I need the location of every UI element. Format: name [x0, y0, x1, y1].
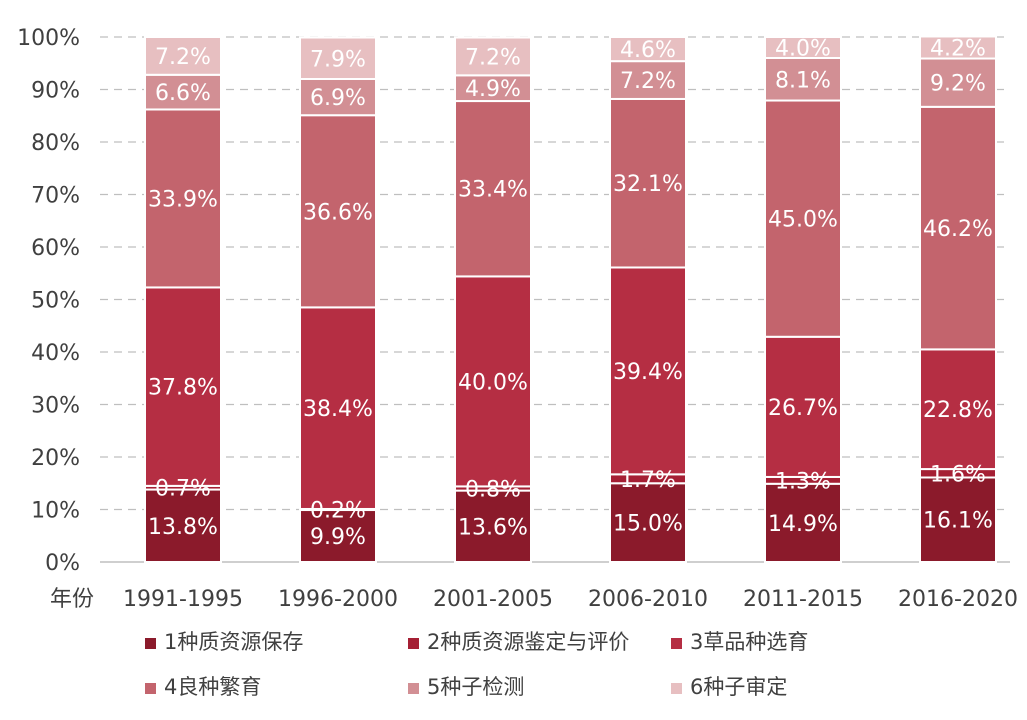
- data-label: 33.9%: [148, 187, 218, 212]
- data-label: 22.8%: [923, 398, 993, 423]
- data-label: 4.6%: [620, 38, 676, 63]
- y-tick-label: 70%: [31, 184, 80, 209]
- data-label: 40.0%: [458, 370, 528, 395]
- bar-segment: [609, 36, 687, 63]
- x-tick-label: 1991-1995: [123, 587, 243, 612]
- bar-segment: [454, 489, 532, 564]
- data-label: 7.9%: [310, 47, 366, 72]
- legend-swatch: [408, 683, 419, 694]
- data-label: 46.2%: [923, 217, 993, 242]
- y-tick-label: 40%: [31, 341, 80, 366]
- legend-label: 6种子审定: [690, 675, 787, 699]
- data-label: 7.2%: [465, 45, 521, 70]
- x-axis-ticks: 年份 1991-1995 1996-2000 2001-2005 2006-2010 2…: [50, 587, 1018, 612]
- y-tick-label: 80%: [31, 131, 80, 156]
- data-label: 39.4%: [613, 360, 683, 385]
- legend: 1种质资源保存 2种质资源鉴定与评价 3草品种选育 4良种繁育 5种子检测 6种子审定: [145, 630, 808, 699]
- bar-segment: [919, 348, 997, 471]
- data-label: 13.8%: [148, 515, 218, 540]
- x-tick-label: 2006-2010: [588, 587, 708, 612]
- y-tick-label: 0%: [45, 551, 80, 576]
- data-label: 1.6%: [930, 462, 986, 487]
- bar-segment: [919, 57, 997, 108]
- bar-segment: [919, 476, 997, 564]
- y-tick-label: 100%: [17, 26, 80, 51]
- legend-label: 5种子检测: [427, 675, 524, 699]
- x-tick-label: 1996-2000: [278, 587, 398, 612]
- data-label: 15.0%: [613, 512, 683, 537]
- data-label: 0.2%: [310, 499, 366, 524]
- y-tick-label: 30%: [31, 394, 80, 419]
- y-axis-ticks: 0% 10% 20% 30% 40% 50% 60% 70% 80% 90% 100%: [17, 26, 80, 576]
- data-label: 1.7%: [620, 468, 676, 493]
- data-label: 0.7%: [155, 477, 211, 502]
- legend-swatch: [145, 638, 156, 649]
- bar-segment: [919, 105, 997, 351]
- data-label: 6.6%: [155, 81, 211, 106]
- bar-segment: [144, 36, 222, 76]
- data-label: 9.9%: [310, 525, 366, 550]
- data-label: 37.8%: [148, 376, 218, 401]
- bars: [144, 35, 997, 564]
- legend-swatch: [671, 683, 682, 694]
- data-label: 0.8%: [465, 478, 521, 503]
- legend-label: 1种质资源保存: [164, 630, 303, 654]
- y-tick-label: 20%: [31, 446, 80, 471]
- bar-segment: [299, 36, 377, 80]
- data-label: 32.1%: [613, 172, 683, 197]
- data-label: 13.6%: [458, 515, 528, 540]
- y-tick-label: 10%: [31, 499, 80, 524]
- y-tick-label: 90%: [31, 79, 80, 104]
- data-label: 4.0%: [775, 37, 831, 62]
- data-label: 4.9%: [465, 77, 521, 102]
- legend-swatch: [145, 683, 156, 694]
- data-label: 9.2%: [930, 72, 986, 97]
- data-label: 4.2%: [930, 37, 986, 62]
- data-label: 36.6%: [303, 200, 373, 225]
- data-label: 45.0%: [768, 208, 838, 233]
- x-tick-label: 2001-2005: [433, 587, 553, 612]
- bar-segment: [454, 100, 532, 278]
- data-label: 1.3%: [775, 469, 831, 494]
- data-label: 26.7%: [768, 396, 838, 421]
- legend-label: 3草品种选育: [690, 630, 808, 654]
- bar-segment: [919, 35, 997, 60]
- data-label: 16.1%: [923, 509, 993, 534]
- bar-segment: [609, 482, 687, 563]
- x-axis-label: 年份: [50, 587, 94, 612]
- legend-swatch: [408, 638, 419, 649]
- data-label: 33.4%: [458, 178, 528, 203]
- legend-label: 4良种繁育: [164, 675, 261, 699]
- legend-swatch: [671, 638, 682, 649]
- data-label: 8.1%: [775, 68, 831, 93]
- x-tick-label: 2011-2015: [743, 587, 863, 612]
- data-label: 7.2%: [155, 45, 211, 70]
- bar-segment: [454, 36, 532, 77]
- gridlines: [100, 36, 1010, 563]
- data-label: 6.9%: [310, 86, 366, 111]
- bar-segment: [454, 74, 532, 103]
- x-tick-label: 2016-2020: [898, 587, 1018, 612]
- legend-label: 2种质资源鉴定与评价: [427, 630, 629, 654]
- y-tick-label: 60%: [31, 236, 80, 261]
- data-label: 14.9%: [768, 512, 838, 537]
- data-label: 38.4%: [303, 397, 373, 422]
- segment-labels: 13.8% 0.7% 37.8% 33.9% 6.6% 7.2% 9.9%0.2% 38.4%…: [148, 37, 993, 551]
- bar-segment: [764, 482, 842, 563]
- bar-segment: [144, 488, 222, 563]
- bar-segment: [764, 99, 842, 338]
- y-tick-label: 50%: [31, 289, 80, 314]
- data-label: 7.2%: [620, 69, 676, 94]
- bar-segment: [764, 36, 842, 59]
